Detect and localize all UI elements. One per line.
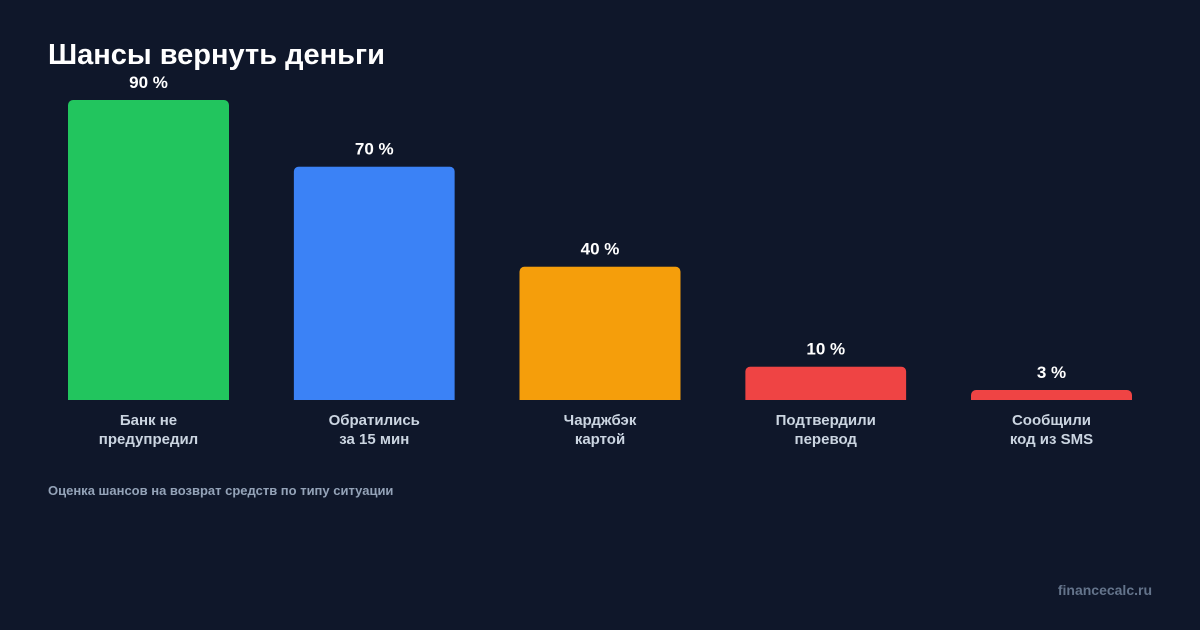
category-label-line: код из SMS bbox=[1010, 431, 1093, 448]
category-label: Банк не предупредил bbox=[99, 412, 198, 448]
category-label-line: Сообщили bbox=[1012, 412, 1091, 429]
bar bbox=[293, 166, 455, 400]
bar bbox=[971, 390, 1132, 400]
category-label-line: Банк не bbox=[120, 412, 177, 429]
category-label: Подтвердили перевод bbox=[776, 412, 876, 448]
category-label: Сообщили код из SMS bbox=[1010, 412, 1093, 448]
category-label-line: Чарджбэк bbox=[564, 412, 637, 429]
site-watermark[interactable]: financecalc.ru bbox=[1057, 582, 1152, 598]
category-label: Чарджбэк картой bbox=[564, 412, 637, 448]
category-label-line: предупредил bbox=[99, 431, 198, 448]
bar-value-label: 90 % bbox=[129, 73, 168, 92]
bar bbox=[519, 266, 681, 400]
category-label-line: за 15 мин bbox=[339, 431, 409, 448]
bar-value-label: 40 % bbox=[581, 240, 620, 259]
bar-value-label: 3 % bbox=[1037, 363, 1066, 382]
category-label-line: Подтвердили bbox=[776, 412, 876, 429]
bar bbox=[68, 100, 229, 400]
chart-subtitle: Оценка шансов на возврат средств по типу… bbox=[48, 483, 394, 498]
bar bbox=[745, 366, 907, 400]
category-label-line: картой bbox=[575, 431, 625, 448]
category-label: Обратились за 15 мин bbox=[329, 412, 420, 448]
bar-value-label: 70 % bbox=[355, 140, 394, 159]
chart-title: Шансы вернуть деньги bbox=[48, 39, 385, 71]
category-label-line: перевод bbox=[795, 431, 858, 448]
category-label-line: Обратились bbox=[329, 412, 420, 429]
bar-value-label: 10 % bbox=[806, 340, 845, 359]
